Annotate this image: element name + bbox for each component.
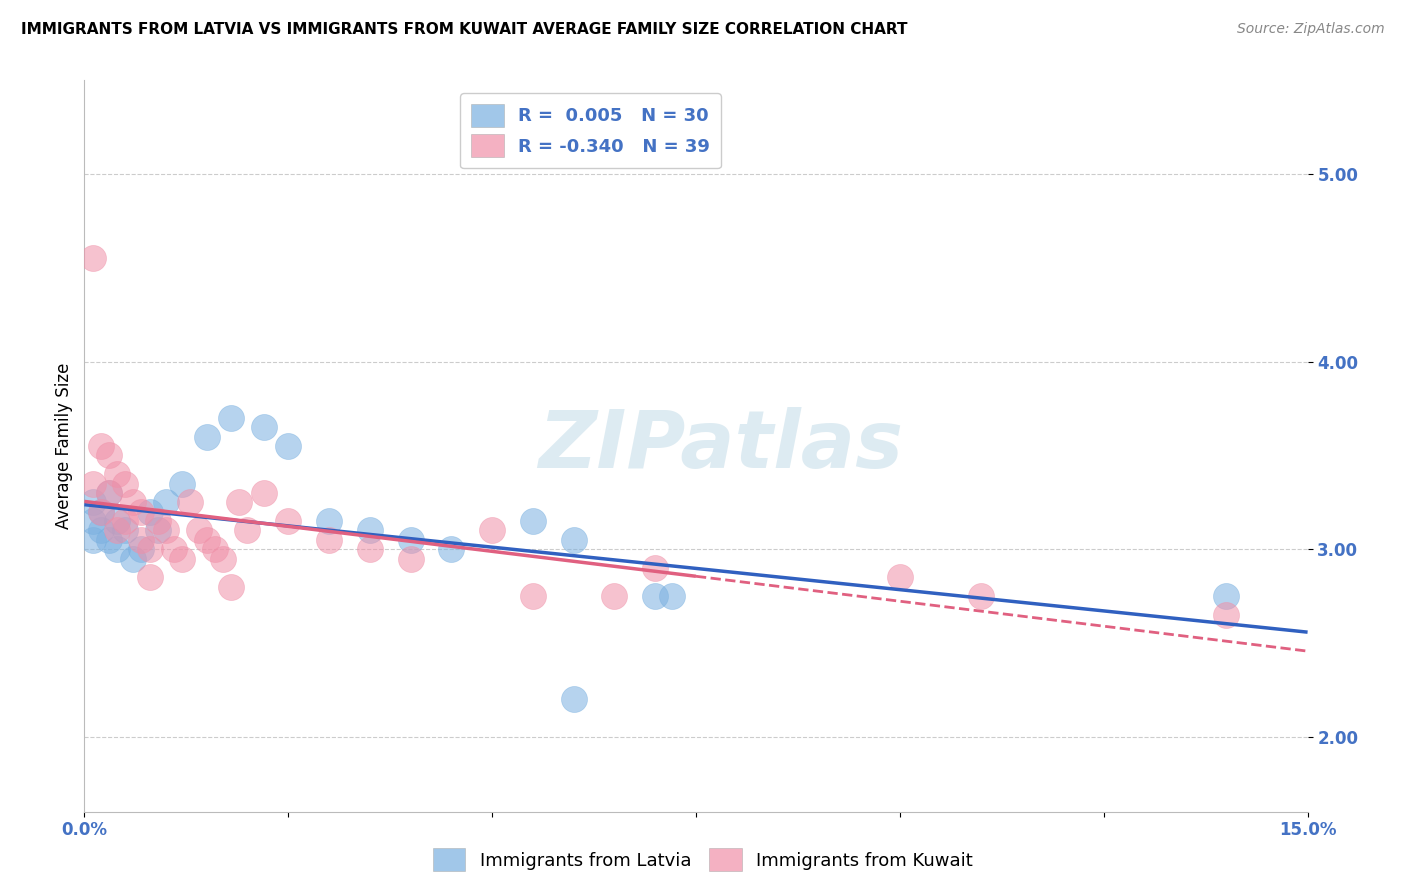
Point bbox=[219, 580, 242, 594]
Point bbox=[163, 542, 186, 557]
Point bbox=[228, 495, 250, 509]
Point bbox=[481, 524, 503, 538]
Point bbox=[90, 505, 112, 519]
Point bbox=[82, 514, 104, 528]
Point bbox=[1215, 589, 1237, 603]
Point bbox=[138, 505, 160, 519]
Point bbox=[318, 533, 340, 547]
Point bbox=[277, 514, 299, 528]
Legend: R =  0.005   N = 30, R = -0.340   N = 39: R = 0.005 N = 30, R = -0.340 N = 39 bbox=[460, 93, 721, 169]
Text: IMMIGRANTS FROM LATVIA VS IMMIGRANTS FROM KUWAIT AVERAGE FAMILY SIZE CORRELATION: IMMIGRANTS FROM LATVIA VS IMMIGRANTS FRO… bbox=[21, 22, 908, 37]
Point bbox=[131, 533, 153, 547]
Point bbox=[212, 551, 235, 566]
Point bbox=[522, 514, 544, 528]
Point bbox=[359, 524, 381, 538]
Point bbox=[253, 486, 276, 500]
Point bbox=[204, 542, 226, 557]
Point bbox=[105, 524, 128, 538]
Point bbox=[889, 570, 911, 584]
Point bbox=[603, 589, 626, 603]
Point bbox=[253, 420, 276, 434]
Point bbox=[114, 476, 136, 491]
Point bbox=[644, 589, 666, 603]
Point bbox=[970, 589, 993, 603]
Point bbox=[562, 533, 585, 547]
Point bbox=[105, 514, 128, 528]
Point bbox=[172, 551, 194, 566]
Point bbox=[105, 467, 128, 482]
Point bbox=[562, 692, 585, 706]
Point bbox=[90, 439, 112, 453]
Point bbox=[146, 524, 169, 538]
Point bbox=[138, 570, 160, 584]
Y-axis label: Average Family Size: Average Family Size bbox=[55, 363, 73, 529]
Text: ZIPatlas: ZIPatlas bbox=[538, 407, 903, 485]
Point bbox=[138, 542, 160, 557]
Point bbox=[131, 542, 153, 557]
Point bbox=[172, 476, 194, 491]
Point bbox=[318, 514, 340, 528]
Point bbox=[97, 449, 120, 463]
Point bbox=[90, 524, 112, 538]
Point bbox=[195, 533, 218, 547]
Point bbox=[122, 495, 145, 509]
Point bbox=[179, 495, 201, 509]
Point bbox=[644, 561, 666, 575]
Point bbox=[131, 505, 153, 519]
Point bbox=[219, 410, 242, 425]
Point bbox=[522, 589, 544, 603]
Point bbox=[97, 486, 120, 500]
Point bbox=[122, 551, 145, 566]
Point bbox=[1215, 607, 1237, 622]
Point bbox=[90, 505, 112, 519]
Point bbox=[114, 514, 136, 528]
Point bbox=[97, 533, 120, 547]
Point bbox=[155, 495, 177, 509]
Point bbox=[97, 486, 120, 500]
Point bbox=[195, 429, 218, 443]
Text: Source: ZipAtlas.com: Source: ZipAtlas.com bbox=[1237, 22, 1385, 37]
Point bbox=[146, 514, 169, 528]
Point bbox=[661, 589, 683, 603]
Point bbox=[359, 542, 381, 557]
Point bbox=[82, 476, 104, 491]
Point bbox=[236, 524, 259, 538]
Point bbox=[440, 542, 463, 557]
Point bbox=[399, 551, 422, 566]
Point bbox=[277, 439, 299, 453]
Point bbox=[187, 524, 209, 538]
Point bbox=[114, 524, 136, 538]
Point bbox=[105, 542, 128, 557]
Legend: Immigrants from Latvia, Immigrants from Kuwait: Immigrants from Latvia, Immigrants from … bbox=[426, 841, 980, 879]
Point bbox=[82, 252, 104, 266]
Point bbox=[82, 495, 104, 509]
Point bbox=[155, 524, 177, 538]
Point bbox=[82, 533, 104, 547]
Point bbox=[399, 533, 422, 547]
